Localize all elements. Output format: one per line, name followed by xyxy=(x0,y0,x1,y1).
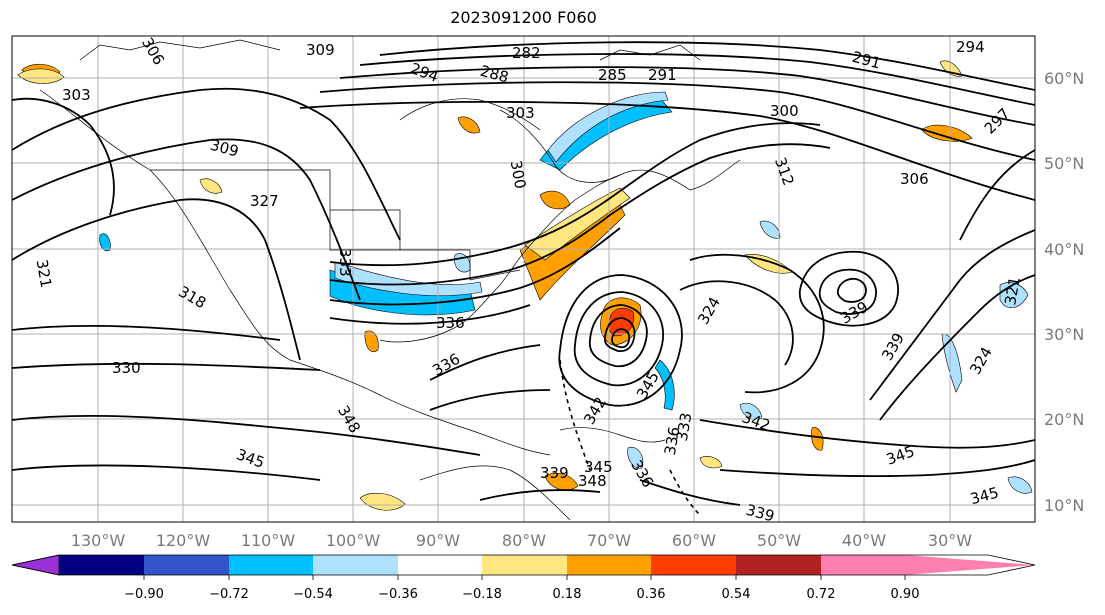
colorbar-label: −0.18 xyxy=(462,587,502,602)
colorbar-label: 0.18 xyxy=(553,587,582,602)
contour-label: 303 xyxy=(62,86,91,104)
lat-label: 30°N xyxy=(1044,325,1084,344)
colorbar-extend-low xyxy=(11,554,60,576)
colorbar-label: −0.36 xyxy=(378,587,418,602)
colorbar-label: −0.54 xyxy=(293,587,333,602)
contour-label: 294 xyxy=(956,38,985,56)
dashed-contour xyxy=(559,359,701,516)
colorbar-extend-high xyxy=(905,555,1035,575)
lon-label: 90°W xyxy=(416,531,460,550)
contour-label: 345 xyxy=(584,458,613,476)
lat-label: 20°N xyxy=(1044,410,1084,429)
colorbar-segment xyxy=(313,555,398,575)
map-title: 2023091200 F060 xyxy=(450,8,597,27)
contour-label: 300 xyxy=(770,102,799,120)
contour-label: 282 xyxy=(512,44,541,62)
longitude-labels: 130°W 120°W 110°W 100°W 90°W 80°W 70°W 6… xyxy=(71,531,972,550)
lat-label: 40°N xyxy=(1044,240,1084,259)
contour-label: 321 xyxy=(33,258,56,289)
lon-label: 110°W xyxy=(241,531,296,550)
contour-label: 309 xyxy=(306,41,335,59)
colorbar: −0.90 −0.72 −0.54 −0.36 −0.18 0.18 0.36 … xyxy=(11,554,1036,602)
coastlines xyxy=(39,39,741,521)
map-frame xyxy=(11,35,1036,523)
lat-label: 50°N xyxy=(1044,154,1084,173)
contour-lines xyxy=(12,41,1035,506)
colorbar-label: 0.54 xyxy=(722,587,751,602)
colorbar-segment xyxy=(821,555,905,575)
colorbar-segment xyxy=(144,555,229,575)
latitude-labels: 60°N 50°N 40°N 30°N 20°N 10°N xyxy=(1044,69,1084,515)
colorbar-segment xyxy=(482,555,567,575)
contour-label: 336 xyxy=(661,425,684,456)
contour-label: 339 xyxy=(744,501,776,526)
lon-label: 130°W xyxy=(71,531,126,550)
colorbar-segment xyxy=(567,555,652,575)
colorbar-label: −0.90 xyxy=(124,587,164,602)
colorbar-outline xyxy=(11,554,1036,576)
colorbar-label: 0.36 xyxy=(637,587,666,602)
lon-label: 120°W xyxy=(156,531,211,550)
colorbar-label: −0.72 xyxy=(209,587,249,602)
colorbar-segment xyxy=(59,555,144,575)
lat-label: 60°N xyxy=(1044,69,1084,88)
lon-label: 60°W xyxy=(672,531,716,550)
lon-label: 30°W xyxy=(928,531,972,550)
contour-label: 333 xyxy=(336,248,354,277)
contour-label: 321 xyxy=(1001,275,1024,306)
colorbar-segment xyxy=(651,555,736,575)
lat-label: 10°N xyxy=(1044,496,1084,515)
contour-label: 303 xyxy=(506,104,535,122)
shaded-regions xyxy=(17,60,1033,511)
contour-label: 327 xyxy=(250,192,279,210)
colorbar-segment xyxy=(736,555,821,575)
colorbar-label: 0.90 xyxy=(891,587,920,602)
contour-label: 339 xyxy=(540,464,569,482)
colorbar-label: 0.72 xyxy=(807,587,836,602)
contour-label: 336 xyxy=(436,314,465,332)
lon-label: 80°W xyxy=(502,531,546,550)
contour-label: 333 xyxy=(673,411,696,442)
contour-label: 330 xyxy=(112,359,141,377)
contour-label: 348 xyxy=(578,472,607,490)
contour-label: 300 xyxy=(507,159,530,190)
lon-label: 40°W xyxy=(842,531,886,550)
contour-label: 285 xyxy=(598,66,627,84)
contour-label: 306 xyxy=(900,170,929,188)
grid-lines xyxy=(12,36,1035,522)
colorbar-segment xyxy=(398,555,483,575)
lon-label: 70°W xyxy=(587,531,631,550)
colorbar-segment xyxy=(229,555,314,575)
lon-label: 50°W xyxy=(757,531,801,550)
lon-label: 100°W xyxy=(326,531,381,550)
contour-label: 291 xyxy=(648,66,677,84)
